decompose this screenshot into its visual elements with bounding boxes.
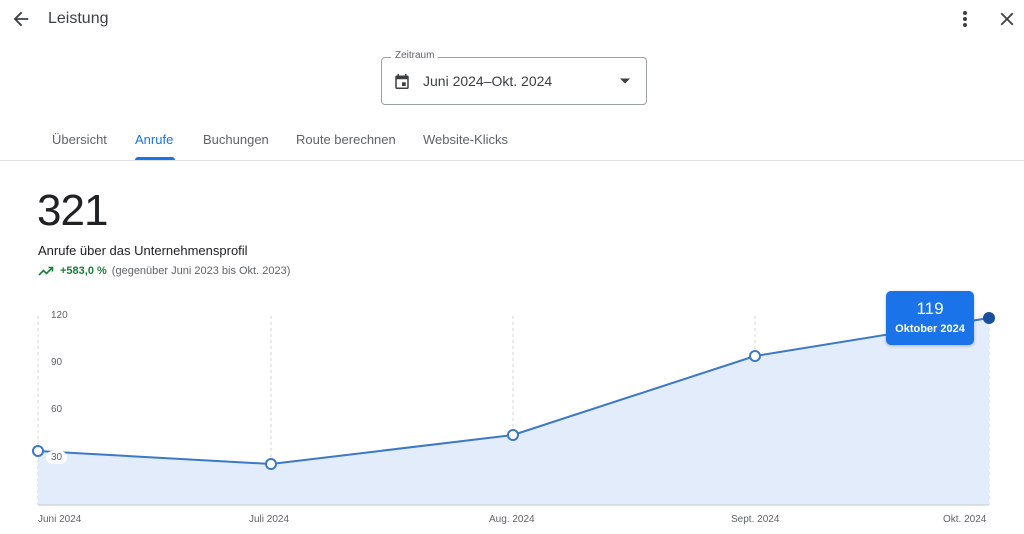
x-tick-aug: Aug. 2024 bbox=[489, 514, 535, 525]
calls-chart: 120 90 60 30 Juni 2024 Juli 2024 Aug. 20… bbox=[0, 290, 1024, 534]
trending-up-icon bbox=[38, 266, 54, 276]
metric-label: Anrufe über das Unternehmensprofil bbox=[38, 243, 248, 258]
date-range-select[interactable]: Zeitraum Juni 2024–Okt. 2024 bbox=[381, 50, 647, 105]
x-tick-sept: Sept. 2024 bbox=[731, 514, 780, 525]
y-tick-60: 60 bbox=[51, 404, 63, 415]
data-point-juli[interactable] bbox=[265, 458, 277, 470]
chart-tooltip: 119 Oktober 2024 bbox=[886, 291, 974, 345]
top-bar: Leistung bbox=[0, 0, 1024, 38]
back-button[interactable] bbox=[10, 8, 32, 30]
tooltip-value: 119 bbox=[916, 299, 944, 318]
y-tick-120: 120 bbox=[51, 310, 68, 321]
date-range-value: Juni 2024–Okt. 2024 bbox=[423, 73, 553, 89]
y-tick-30: 30 bbox=[46, 451, 68, 464]
tab-anrufe[interactable]: Anrufe bbox=[135, 132, 174, 147]
arrow-back-icon bbox=[13, 11, 29, 27]
trend-row: +583,0 % (gegenüber Juni 2023 bis Okt. 20… bbox=[38, 265, 290, 277]
more-options-button[interactable] bbox=[955, 8, 975, 30]
x-tick-juni: Juni 2024 bbox=[38, 514, 82, 525]
tooltip-month: Oktober 2024 bbox=[895, 323, 965, 335]
close-icon bbox=[1000, 12, 1014, 26]
data-point-aug[interactable] bbox=[507, 429, 519, 441]
date-range-label: Zeitraum bbox=[391, 50, 439, 61]
tab-route-berechnen[interactable]: Route berechnen bbox=[296, 132, 396, 147]
data-point-okt[interactable] bbox=[983, 312, 995, 324]
chart-area bbox=[38, 318, 989, 505]
close-button[interactable] bbox=[996, 8, 1018, 30]
x-tick-okt: Okt. 2024 bbox=[943, 514, 987, 525]
chart-plot bbox=[32, 312, 995, 506]
data-point-juni[interactable] bbox=[32, 445, 44, 457]
x-tick-juli: Juli 2024 bbox=[249, 514, 290, 525]
more-vert-icon bbox=[963, 11, 967, 27]
y-tick-90: 90 bbox=[51, 357, 63, 368]
page-title: Leistung bbox=[48, 10, 109, 27]
active-tab-indicator bbox=[135, 157, 175, 160]
data-point-sept[interactable] bbox=[749, 350, 761, 362]
tab-bar: Übersicht Anrufe Buchungen Route berechn… bbox=[0, 124, 1024, 161]
total-calls-value: 321 bbox=[37, 186, 108, 235]
tab-buchungen[interactable]: Buchungen bbox=[203, 132, 269, 147]
tab-uebersicht[interactable]: Übersicht bbox=[52, 132, 107, 147]
change-percentage: +583,0 % bbox=[60, 265, 107, 277]
dropdown-arrow-icon bbox=[620, 78, 630, 84]
calendar-icon bbox=[395, 74, 409, 89]
tab-website-klicks[interactable]: Website-Klicks bbox=[423, 132, 509, 147]
comparison-period: (gegenüber Juni 2023 bis Okt. 2023) bbox=[111, 265, 291, 277]
